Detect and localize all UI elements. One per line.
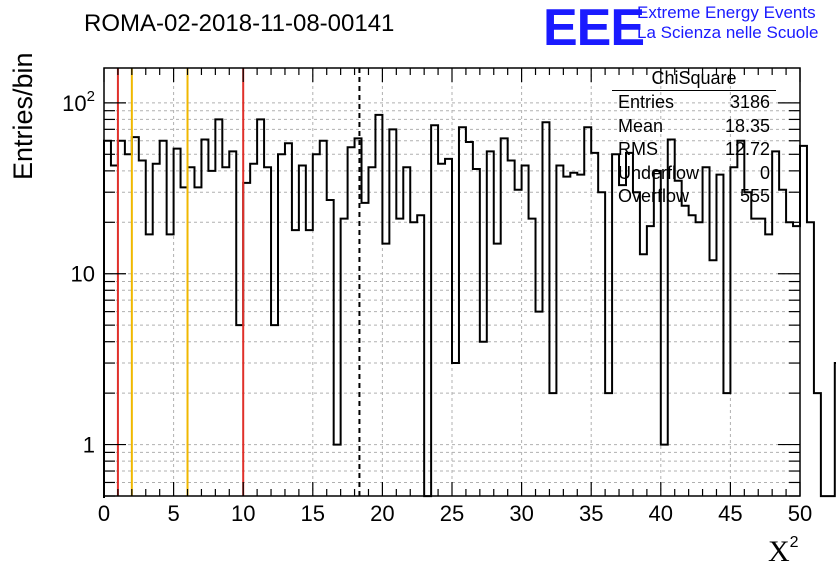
stats-row: Underflow 0 (612, 162, 776, 186)
stats-value: 555 (739, 186, 770, 206)
x-tick-label: 20 (370, 501, 394, 526)
x-tick-label: 0 (98, 501, 110, 526)
stats-value: 18.35 (724, 115, 770, 136)
stats-row: Overflow 555 (612, 185, 776, 209)
stats-value: 12.72 (724, 139, 770, 159)
stats-row: RMS 12.72 (612, 138, 776, 162)
stats-value: 0 (759, 162, 770, 183)
x-tick-label: 25 (440, 501, 464, 526)
x-tick-label: 5 (167, 501, 179, 526)
x-tick-label: 40 (649, 501, 673, 526)
y-tick-label: 1 (83, 433, 95, 458)
stats-key: Mean (618, 115, 664, 136)
stats-box: ChiSquare Entries 3186 Mean 18.35 RMS 12… (612, 66, 776, 209)
logo-line-1: Extreme Energy Events (637, 3, 816, 22)
x-tick-label: 35 (579, 501, 603, 526)
x-tick-label: 15 (301, 501, 325, 526)
stats-key: RMS (618, 139, 658, 159)
histogram-series (103, 113, 836, 498)
logo-line-2: La Scienza nelle Scuole (637, 23, 819, 42)
stats-row: Mean 18.35 (612, 115, 776, 139)
x-tick-label: 50 (788, 501, 812, 526)
stats-key: Underflow (618, 162, 700, 183)
axes: 0 5 10 15 20 25 30 35 40 45 50 1 10 102 (62, 68, 812, 526)
y-tick-label: 10 (71, 262, 95, 287)
chart-title: ROMA-02-2018-11-08-00141 (84, 10, 395, 37)
x-tick-label: 30 (509, 501, 533, 526)
stats-title: ChiSquare (612, 66, 776, 91)
marker-lines (116, 68, 361, 496)
x-tick-label: 45 (718, 501, 742, 526)
eee-logo: EEE (543, 0, 645, 57)
histogram-outline (103, 113, 836, 498)
stats-key: Entries (618, 92, 675, 112)
stats-value: 3186 (729, 92, 770, 112)
stats-row: Entries 3186 (612, 91, 776, 115)
stats-key: Overflow (618, 186, 690, 206)
x-axis-label: X2 (768, 534, 799, 568)
y-tick-label: 102 (62, 88, 95, 116)
x-tick-label: 10 (231, 501, 255, 526)
y-axis-label: Entries/bin (8, 52, 38, 180)
